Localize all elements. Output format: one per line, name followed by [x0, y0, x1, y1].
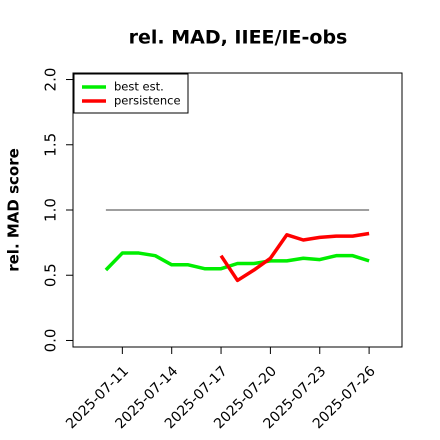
y-tick-label: 2.0 — [42, 68, 60, 92]
y-tick-label: 0.0 — [42, 329, 60, 353]
legend-box — [73, 73, 189, 114]
y-axis-label: rel. MAD score — [5, 148, 23, 272]
legend-label: persistence — [114, 94, 181, 108]
legend-label: best est. — [114, 80, 164, 94]
y-tick-label: 1.5 — [42, 133, 60, 157]
chart-title: rel. MAD, IIEE/IE-obs — [129, 27, 348, 49]
y-tick-label: 1.0 — [42, 198, 60, 222]
series-line — [219, 231, 370, 283]
series-line — [104, 251, 370, 272]
y-tick-label: 0.5 — [42, 263, 60, 287]
